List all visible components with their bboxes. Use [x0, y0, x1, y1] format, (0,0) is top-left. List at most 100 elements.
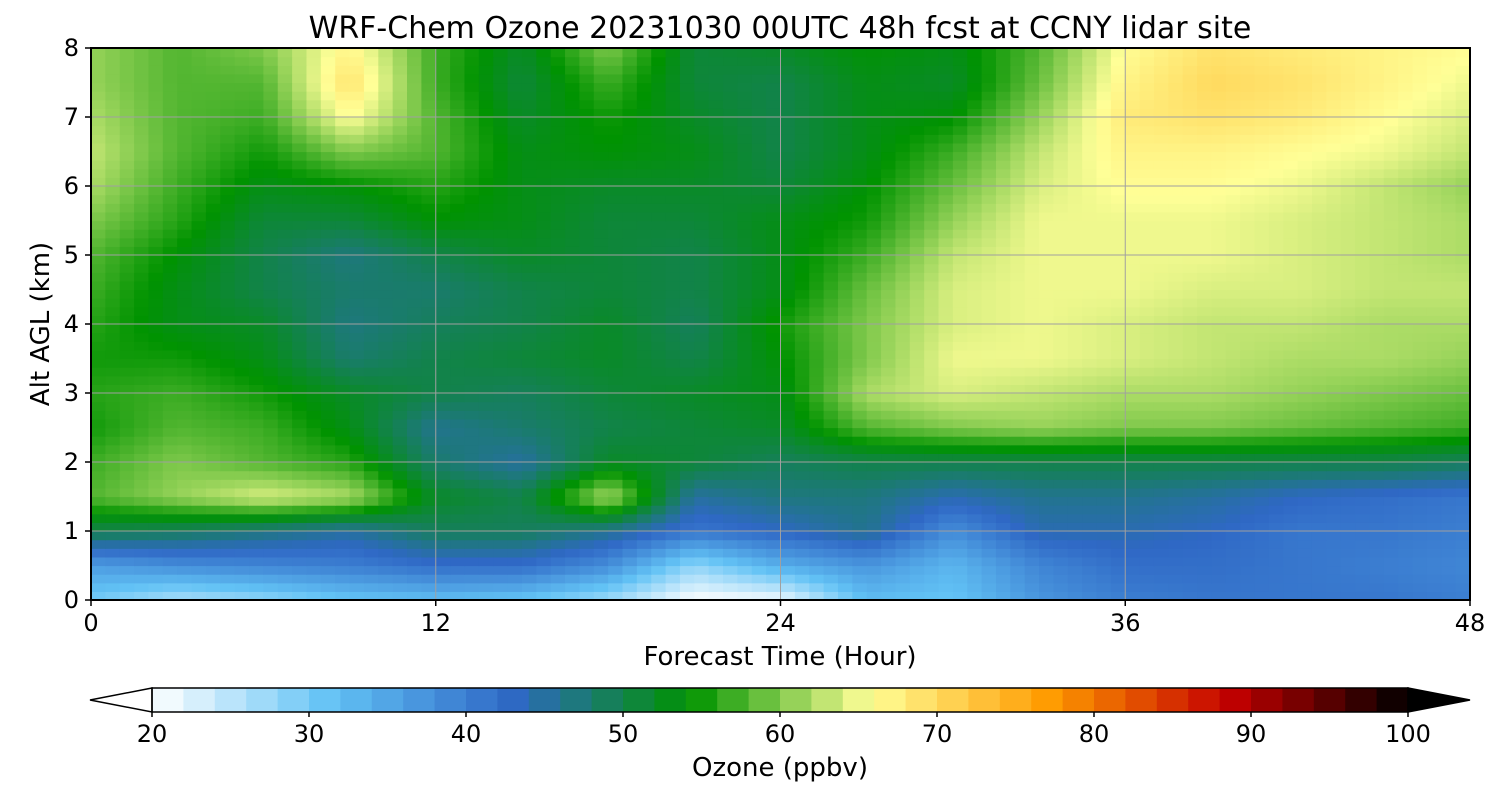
heatmap-cell	[464, 211, 480, 222]
heatmap-cell	[952, 246, 968, 256]
heatmap-cell	[766, 427, 782, 437]
heatmap-cell	[967, 427, 983, 437]
heatmap-cell	[91, 436, 106, 446]
heatmap-cell	[421, 315, 437, 325]
heatmap-cell	[1398, 280, 1414, 291]
heatmap-cell	[148, 151, 164, 161]
heatmap-cell	[952, 177, 968, 187]
heatmap-cell	[708, 220, 724, 230]
heatmap-cell	[249, 255, 264, 265]
heatmap-cell	[579, 384, 595, 394]
heatmap-cell	[622, 556, 638, 567]
heatmap-cell	[148, 203, 164, 213]
heatmap-cell	[1010, 565, 1026, 575]
heatmap-cell	[809, 341, 825, 351]
heatmap-cell	[1297, 263, 1313, 273]
heatmap-cell	[320, 479, 336, 489]
heatmap-cell	[277, 384, 293, 394]
heatmap-cell	[1039, 263, 1055, 273]
heatmap-cell	[478, 272, 494, 282]
heatmap-cell	[1326, 211, 1342, 222]
heatmap-cell	[349, 211, 365, 222]
heatmap-cell	[1283, 436, 1299, 446]
heatmap-cell	[794, 505, 810, 515]
heatmap-cell	[550, 565, 566, 575]
heatmap-cell	[335, 470, 351, 480]
heatmap-cell	[981, 582, 997, 592]
heatmap-cell	[780, 186, 796, 196]
heatmap-cell	[249, 263, 264, 273]
heatmap-cell	[665, 237, 681, 247]
heatmap-cell	[421, 229, 437, 239]
heatmap-cell	[249, 418, 264, 429]
heatmap-cell	[1125, 168, 1141, 178]
heatmap-cell	[105, 591, 121, 600]
heatmap-cell	[1412, 410, 1428, 420]
heatmap-cell	[1283, 375, 1299, 385]
heatmap-cell	[205, 220, 221, 230]
heatmap-cell	[91, 565, 106, 575]
heatmap-cell	[1283, 427, 1299, 437]
heatmap-cell	[1426, 358, 1442, 368]
heatmap-cell	[1211, 427, 1227, 437]
heatmap-cell	[723, 436, 738, 446]
heatmap-cell	[1398, 263, 1414, 273]
heatmap-cell	[1110, 160, 1126, 170]
heatmap-cell	[1139, 186, 1155, 196]
heatmap-cell	[608, 565, 624, 575]
heatmap-cell	[723, 582, 738, 592]
heatmap-cell	[665, 246, 681, 256]
heatmap-cell	[1240, 186, 1256, 196]
heatmap-cell	[579, 186, 595, 196]
heatmap-cell	[91, 427, 106, 437]
heatmap-cell	[1297, 367, 1313, 377]
heatmap-cell	[378, 496, 394, 506]
heatmap-cell	[1197, 384, 1213, 394]
heatmap-cell	[177, 151, 193, 161]
heatmap-cell	[1383, 280, 1399, 291]
heatmap-cell	[320, 427, 336, 437]
heatmap-cell	[608, 487, 624, 498]
heatmap-cell	[794, 246, 810, 256]
heatmap-cell	[608, 168, 624, 178]
heatmap-cell	[1355, 548, 1371, 558]
heatmap-cell	[1398, 255, 1414, 265]
heatmap-cell	[1067, 341, 1083, 351]
heatmap-cell	[421, 255, 437, 265]
heatmap-cell	[708, 263, 724, 273]
heatmap-cell	[277, 410, 293, 420]
heatmap-cell	[1096, 487, 1112, 498]
heatmap-cell	[751, 496, 767, 506]
heatmap-cell	[1268, 393, 1284, 403]
heatmap-cell	[521, 194, 537, 204]
heatmap-cell	[1455, 462, 1470, 472]
heatmap-cell	[823, 220, 839, 230]
heatmap-cell	[478, 505, 494, 515]
heatmap-cell	[349, 401, 365, 411]
heatmap-cell	[1455, 315, 1470, 325]
heatmap-cell	[1053, 160, 1069, 170]
heatmap-cell	[608, 436, 624, 446]
heatmap-cell	[565, 401, 580, 411]
heatmap-cell	[751, 513, 767, 523]
heatmap-cell	[1153, 332, 1169, 342]
heatmap-cell	[507, 298, 523, 308]
heatmap-cell	[507, 496, 523, 506]
heatmap-cell	[392, 401, 408, 411]
heatmap-cell	[306, 565, 322, 575]
heatmap-cell	[938, 522, 954, 532]
heatmap-cell	[464, 496, 480, 506]
heatmap-cell	[320, 436, 336, 446]
heatmap-cell	[723, 505, 738, 515]
heatmap-cell	[1268, 289, 1284, 299]
heatmap-cell	[881, 513, 897, 523]
heatmap-cell	[837, 479, 853, 489]
heatmap-cell	[478, 479, 494, 489]
heatmap-cell	[292, 505, 308, 515]
heatmap-cell	[435, 410, 451, 420]
heatmap-cell	[450, 298, 466, 308]
heatmap-cell	[766, 263, 782, 273]
heatmap-cell	[148, 505, 164, 515]
heatmap-cell	[1168, 574, 1184, 584]
heatmap-cell	[1412, 151, 1428, 161]
